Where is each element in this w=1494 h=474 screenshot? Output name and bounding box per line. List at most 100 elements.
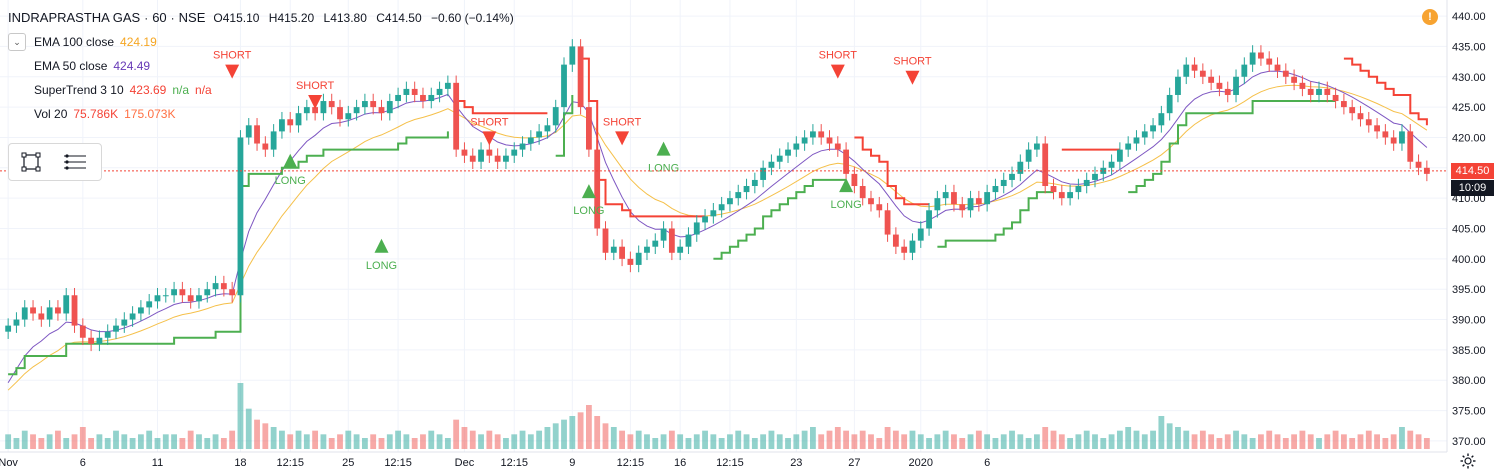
time-tick-label: 18 [234, 457, 246, 469]
indicator-row-ema100[interactable]: ⌄ EMA 100 close 424.19 [8, 30, 520, 54]
chevron-down-icon[interactable]: ⌄ [8, 33, 26, 51]
supertrend-down-segment [1343, 57, 1428, 126]
indicator-name[interactable]: EMA 50 close [34, 59, 108, 73]
volume-bar [884, 427, 891, 449]
candle-body [851, 173, 858, 187]
candle-body [743, 186, 750, 193]
price-tick-label: 385.00 [1452, 345, 1486, 357]
volume-bar [1324, 434, 1331, 449]
volume-bar [892, 430, 899, 449]
candle-body [1282, 70, 1289, 77]
price-axis[interactable]: 370.00 375.00 380.00 385.00 390.00 395.00 400.… [1452, 11, 1486, 448]
time-tick-label: 2020 [909, 457, 933, 469]
candle-body [843, 149, 849, 174]
candle-body [88, 337, 95, 344]
volume-bar [361, 438, 368, 449]
separator: · [144, 11, 149, 25]
candle-body [1233, 76, 1239, 95]
time-tick-label: 12:15 [276, 457, 304, 469]
volume-bar [1299, 430, 1306, 449]
symbol-title[interactable]: INDRAPRASTHA GAS [8, 10, 141, 25]
volume-bar [718, 438, 725, 449]
volume-bar [1092, 434, 1098, 449]
long-signal-label: LONG [648, 163, 679, 175]
time-axis[interactable]: Nov 6 11 18 12:15 25 12:15 Dec 12:15 9 12:15 16 12:1… [0, 457, 990, 469]
long-signal-label: LONG [573, 205, 604, 217]
supertrend-down-segment [580, 57, 706, 218]
candle-body [602, 228, 609, 253]
candle-body [544, 125, 551, 132]
high-value: H415.20 [268, 11, 315, 25]
candle-body [1291, 76, 1298, 83]
candle-body [1050, 186, 1057, 193]
long-signal-arrow [374, 238, 389, 253]
indicator-name[interactable]: Vol 20 [34, 107, 68, 121]
supertrend-up-segment [713, 178, 847, 260]
candle-body [146, 301, 153, 308]
indicator-row-supertrend[interactable]: SuperTrend 3 10 423.69 n/a n/a [8, 78, 520, 102]
volume-bar [345, 430, 352, 449]
volume-bar [1365, 430, 1372, 449]
candle-body [975, 198, 982, 205]
volume-bar [1374, 434, 1380, 449]
volume-bar [627, 434, 634, 449]
volume-bar [975, 430, 982, 449]
volume-bar [1150, 430, 1156, 449]
short-signal-arrow [225, 64, 240, 79]
volume-bar [370, 434, 377, 449]
volume-bar [411, 438, 418, 449]
volume-bar [1282, 438, 1289, 449]
volume-bar [444, 438, 451, 449]
volume-bar [702, 430, 708, 449]
volume-bar [619, 430, 625, 449]
indicator-value: n/a [195, 83, 212, 97]
time-tick-label: 12:15 [617, 457, 645, 469]
candle-body [702, 216, 708, 223]
volume-bar [46, 434, 53, 449]
candle-body [30, 307, 36, 314]
indicator-row-volume[interactable]: Vol 20 75.786K 175.073K [8, 102, 520, 126]
candle-body [453, 82, 460, 150]
candle-body [121, 319, 128, 326]
volume-bar [453, 419, 460, 449]
alert-icon[interactable]: ! [1422, 9, 1438, 25]
volume-bar [851, 434, 858, 449]
candle-body [934, 198, 941, 211]
volume-bar [652, 438, 659, 449]
volume-bar [635, 430, 642, 449]
candle-body [569, 46, 576, 65]
indicator-name[interactable]: SuperTrend 3 10 [34, 83, 124, 97]
indicator-name[interactable]: EMA 100 close [34, 35, 115, 49]
volume-bar [785, 438, 791, 449]
candle-body [1299, 82, 1306, 89]
price-tick-label: 380.00 [1452, 375, 1486, 387]
candle-body [1125, 143, 1132, 150]
drawing-toolbar [8, 143, 102, 181]
volume-bar [801, 430, 808, 449]
volume-bar [743, 434, 750, 449]
candle-body [71, 295, 78, 326]
volume-bar [320, 434, 327, 449]
candle-body [503, 155, 509, 162]
indicator-row-ema50[interactable]: EMA 50 close 424.49 [8, 54, 520, 78]
interval-label[interactable]: 60 [152, 10, 167, 25]
data-window-icon[interactable] [53, 144, 97, 180]
short-signal-arrow [615, 131, 630, 146]
candle-body [21, 307, 28, 320]
candle-body [1034, 143, 1040, 150]
candle-body [378, 107, 385, 114]
long-signal-arrow [581, 184, 596, 199]
candle-body [411, 88, 418, 95]
volume-bar [594, 416, 601, 449]
candle-body [5, 325, 12, 332]
short-signal-arrow [905, 70, 920, 85]
supertrend-down-segment [456, 100, 548, 115]
candle-body [810, 131, 816, 138]
candle-body [345, 113, 352, 120]
candle-body [627, 258, 634, 265]
gear-icon[interactable] [1459, 452, 1477, 470]
object-tree-icon[interactable] [9, 144, 53, 180]
volume-bar [536, 430, 543, 449]
candle-body [926, 210, 932, 229]
